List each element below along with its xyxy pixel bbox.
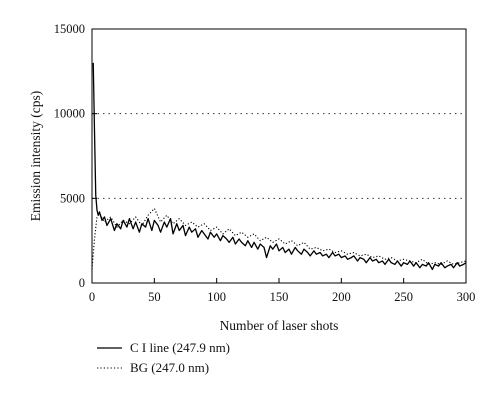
x-tick-label-50: 50 [148,290,161,304]
grid-layer [92,113,466,199]
x-tick-label-150: 150 [270,290,289,304]
series-layer [91,62,467,271]
x-tick-label-0: 0 [89,290,95,304]
legend-label-bg: BG (247.0 nm) [130,360,209,375]
y-tick-label-5000: 5000 [60,191,85,205]
series-line-bg [91,207,467,270]
x-tick-label-100: 100 [207,290,226,304]
x-tick-label-200: 200 [332,290,351,304]
x-tick-label-250: 250 [394,290,413,304]
tick-layer: 0 50 100 150 200 250 300 0 5000 10000 15000 [54,22,476,304]
x-tick-label-300: 300 [457,290,476,304]
x-axis-title: Number of laser shots [220,318,339,333]
legend: C I line (247.9 nm) BG (247.0 nm) [97,340,230,375]
series-line-c-i [92,62,467,271]
plot-frame [91,28,467,284]
y-tick-label-10000: 10000 [54,107,85,121]
legend-label-c-i-line: C I line (247.9 nm) [130,340,230,355]
y-axis-title: Emission intensity (cps) [28,91,43,222]
y-tick-label-15000: 15000 [54,22,85,36]
y-tick-label-0: 0 [79,276,85,290]
